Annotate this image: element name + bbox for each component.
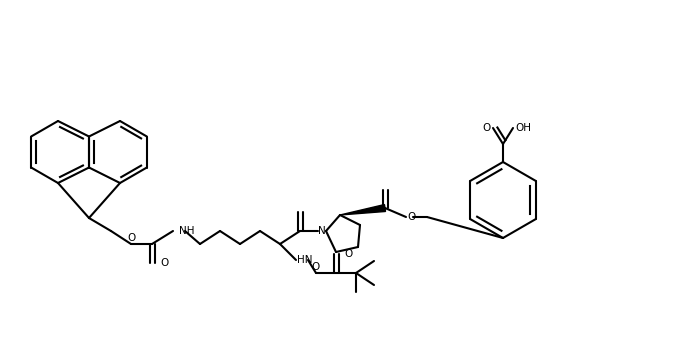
Text: NH: NH [179, 226, 195, 236]
Text: N: N [318, 226, 326, 236]
Text: OH: OH [515, 123, 531, 133]
Text: O: O [483, 123, 491, 133]
Text: O: O [312, 262, 320, 272]
Text: O: O [160, 258, 168, 268]
Text: O: O [407, 212, 415, 222]
Polygon shape [340, 204, 386, 215]
Text: O: O [344, 249, 353, 259]
Text: O: O [127, 233, 135, 243]
Text: HN: HN [297, 255, 313, 265]
